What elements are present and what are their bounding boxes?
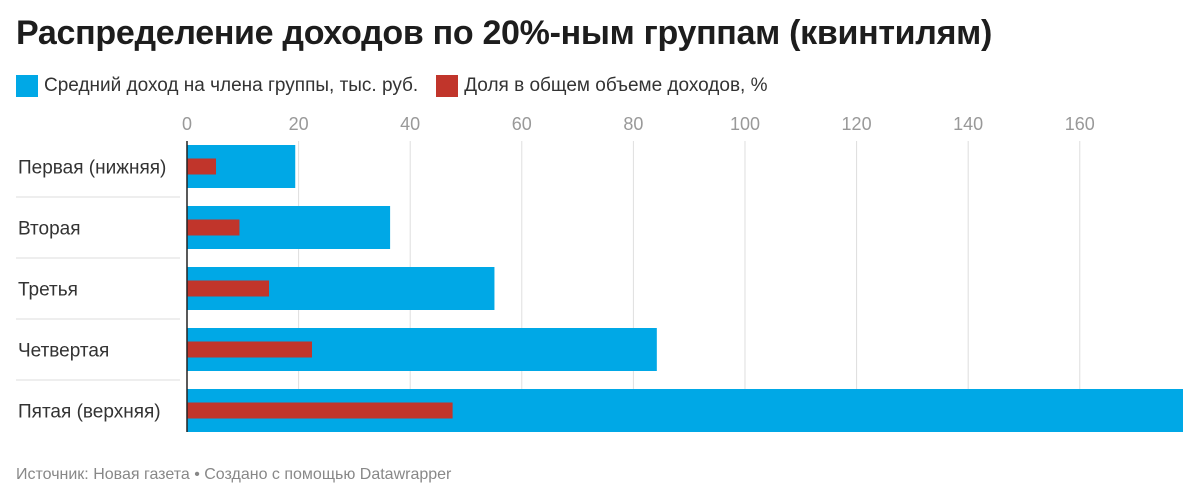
bar-share	[187, 219, 240, 236]
category-label: Четвертая	[18, 341, 109, 362]
legend-label-income: Средний доход на члена группы, тыс. руб.	[44, 75, 419, 96]
x-tick-label-20: 20	[289, 114, 309, 134]
category-label: Вторая	[18, 219, 81, 240]
legend-swatch-income	[16, 75, 38, 97]
category-label: Третья	[18, 280, 78, 301]
x-tick-label-120: 120	[842, 114, 872, 134]
legend-item-share: Доля в общем объеме доходов, %	[436, 75, 768, 97]
bar-share	[187, 402, 453, 419]
x-tick-label-100: 100	[730, 114, 760, 134]
bar-share	[187, 341, 312, 358]
bar-chart: 0 20 40 60 80 100 120 140 160 Первая (нижняя) Втор…	[16, 114, 1183, 432]
legend-item-income: Средний доход на члена группы, тыс. руб.	[16, 75, 418, 97]
legend-swatch-share	[436, 75, 459, 97]
x-tick-label-160: 160	[1065, 114, 1095, 134]
chart-title: Распределение доходов по 20%-ным группам…	[16, 14, 992, 52]
category-label: Первая (нижняя)	[18, 158, 166, 179]
x-tick-label-80: 80	[623, 114, 643, 134]
source-footer: Источник: Новая газета • Создано с помощ…	[16, 466, 452, 483]
x-tick-label-140: 140	[953, 114, 983, 134]
x-tick-label-0: 0	[182, 114, 192, 134]
x-tick-label-60: 60	[512, 114, 532, 134]
category-label: Пятая (верхняя)	[18, 402, 161, 423]
legend: Средний доход на члена группы, тыс. руб.…	[16, 74, 786, 98]
x-tick-label-40: 40	[400, 114, 420, 134]
bar-share	[187, 280, 270, 297]
legend-label-share: Доля в общем объеме доходов, %	[464, 75, 768, 96]
bar-share	[187, 158, 217, 175]
